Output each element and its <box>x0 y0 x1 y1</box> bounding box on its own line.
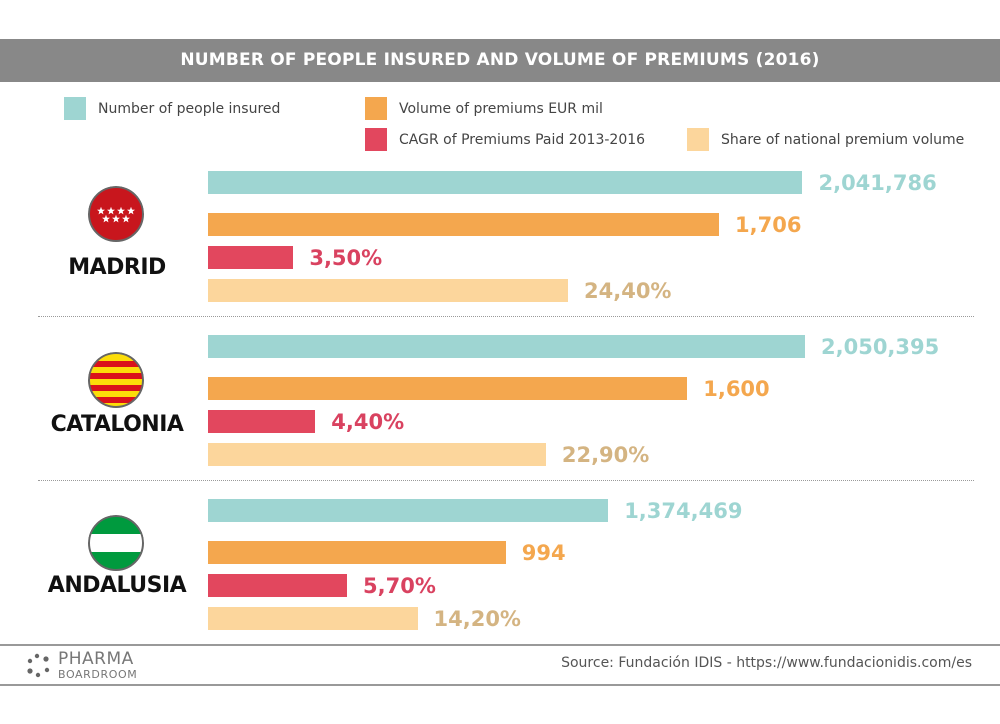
legend-item-premiums: Volume of premiums EUR mil <box>365 97 603 120</box>
region-name-madrid: MADRID <box>68 255 166 280</box>
source-note: Source: Fundación IDIS - https://www.fun… <box>561 655 972 671</box>
legend-swatch-premiums <box>365 97 387 120</box>
bar-insured-catalonia <box>208 335 805 358</box>
data-label-cagr-madrid: 3,50% <box>309 246 383 270</box>
legend-item-cagr: CAGR of Premiums Paid 2013-2016 <box>365 128 645 151</box>
data-label-share-madrid: 24,40% <box>584 279 672 303</box>
region-separator <box>38 316 974 317</box>
bar-insured-madrid <box>208 171 803 194</box>
data-label-premiums-madrid: 1,706 <box>735 213 802 237</box>
bar-premiums-catalonia <box>208 377 688 400</box>
logo-dots-icon <box>27 653 50 677</box>
legend-swatch-share <box>687 128 709 151</box>
data-label-insured-andalusia: 1,374,469 <box>624 499 743 523</box>
andalusia-flag-icon <box>88 515 144 571</box>
data-label-premiums-andalusia: 994 <box>521 541 566 565</box>
legend-item-insured: Number of people insured <box>64 97 280 120</box>
bar-premiums-andalusia <box>208 541 506 564</box>
pharma-boardroom-logo: PHARMA BOARDROOM <box>26 651 137 680</box>
legend-label-cagr: CAGR of Premiums Paid 2013-2016 <box>399 131 646 148</box>
data-label-premiums-catalonia: 1,600 <box>703 377 770 401</box>
legend-label-insured: Number of people insured <box>98 100 281 117</box>
legend-swatch-cagr <box>365 128 387 151</box>
bar-share-madrid <box>208 279 568 302</box>
bar-cagr-andalusia <box>208 574 347 597</box>
madrid-flag-icon <box>88 186 144 242</box>
logo-text-boardroom: BOARDROOM <box>58 668 138 681</box>
logo-text-pharma: PHARMA <box>58 649 134 669</box>
data-label-share-catalonia: 22,90% <box>561 443 650 467</box>
bar-insured-andalusia <box>208 499 609 522</box>
bar-cagr-catalonia <box>208 410 316 433</box>
bar-cagr-madrid <box>208 246 294 269</box>
bar-share-andalusia <box>208 607 418 630</box>
region-name-catalonia: CATALONIA <box>50 412 184 437</box>
data-label-share-andalusia: 14,20% <box>433 607 521 631</box>
legend-label-premiums: Volume of premiums EUR mil <box>399 100 603 117</box>
data-label-insured-catalonia: 2,050,395 <box>821 335 940 359</box>
chart-title: NUMBER OF PEOPLE INSURED AND VOLUME OF P… <box>0 39 1000 82</box>
data-label-cagr-andalusia: 5,70% <box>363 574 436 598</box>
region-separator <box>38 480 974 481</box>
legend-item-share: Share of national premium volume <box>687 128 964 151</box>
data-label-cagr-catalonia: 4,40% <box>331 410 405 434</box>
legend-swatch-insured <box>64 97 86 120</box>
catalonia-flag-icon <box>88 352 144 408</box>
legend-label-share: Share of national premium volume <box>721 131 965 148</box>
footer-divider-top <box>0 644 1000 646</box>
footer-divider-bottom <box>0 684 1000 686</box>
region-name-andalusia: ANDALUSIA <box>47 573 187 598</box>
bar-share-catalonia <box>208 443 546 466</box>
data-label-insured-madrid: 2,041,786 <box>818 171 937 195</box>
bar-premiums-madrid <box>208 213 719 236</box>
